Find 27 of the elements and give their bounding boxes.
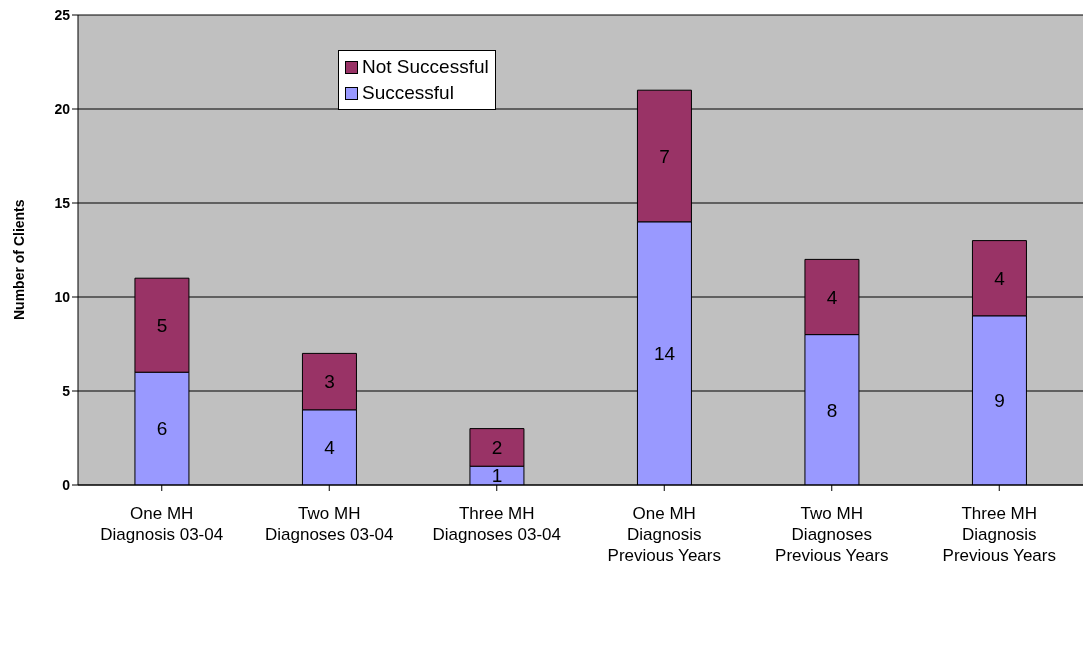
data-label: 14 (653, 343, 676, 365)
legend-label: Successful (362, 81, 454, 105)
y-tick-label: 5 (62, 382, 71, 399)
data-label: 7 (659, 145, 670, 167)
data-label: 3 (324, 371, 335, 393)
y-tick-label: 10 (54, 288, 71, 305)
x-tick-label: Three MH Diagnosis Previous Years (942, 504, 1056, 565)
y-tick-label: 20 (54, 100, 71, 117)
x-tick-label: Three MH Diagnoses 03-04 (432, 504, 562, 544)
x-tick-label: Two MH Diagnoses 03-04 (264, 504, 394, 544)
x-tick-label: One MH Diagnosis Previous Years (607, 504, 721, 565)
data-label: 4 (826, 286, 838, 308)
data-label: 6 (156, 418, 168, 440)
x-tick-label: Two MH Diagnoses Previous Years (775, 504, 889, 565)
data-label: 8 (826, 399, 838, 421)
x-tick-label: One MH Diagnosis 03-04 (100, 504, 224, 544)
data-label: 4 (994, 267, 1006, 289)
y-tick-label: 25 (54, 6, 71, 23)
data-label: 1 (491, 465, 503, 487)
y-axis-title: Number of Clients (10, 199, 27, 320)
legend-label: Not Successful (362, 55, 489, 79)
y-tick-label: 15 (54, 194, 71, 211)
data-label: 4 (324, 437, 336, 459)
data-label: 2 (491, 437, 503, 459)
data-label: 9 (994, 390, 1005, 412)
y-tick-label: 0 (62, 476, 71, 493)
data-label: 5 (156, 314, 168, 336)
